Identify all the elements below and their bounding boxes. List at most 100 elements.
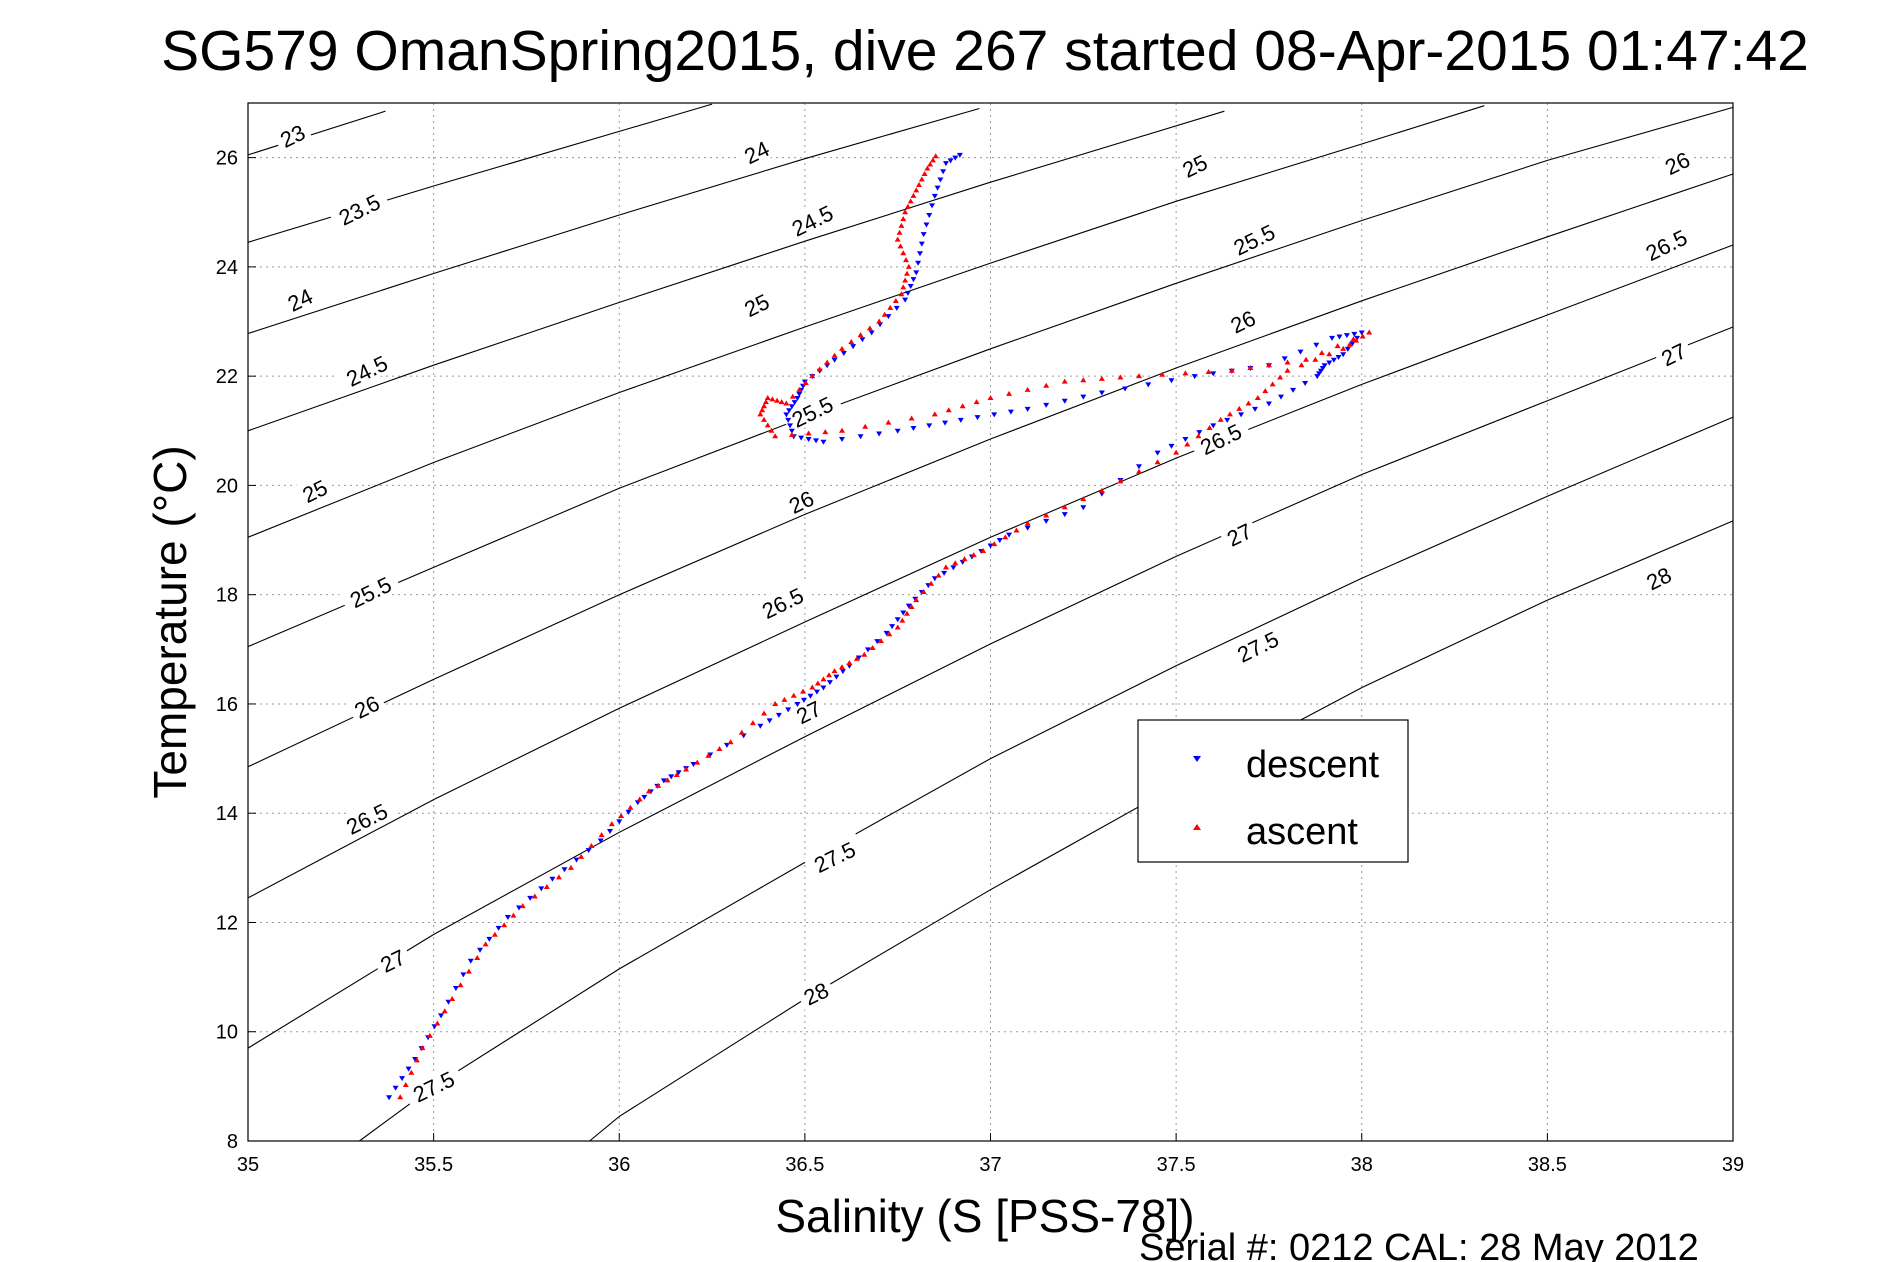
- ascent-point: [1136, 373, 1142, 379]
- ascent-point: [1217, 416, 1224, 422]
- descent-point: [1191, 374, 1198, 380]
- serial-calibration-text: Serial #: 0212 CAL: 28 May 2012: [1139, 1227, 1699, 1262]
- density-contour-23: [247, 110, 386, 156]
- ascent-point: [588, 842, 595, 848]
- descent-point: [974, 415, 981, 421]
- ascent-point: [1002, 534, 1009, 540]
- descent-point: [941, 570, 948, 576]
- descent-point: [606, 828, 613, 834]
- ascent-point: [1098, 487, 1105, 493]
- ascent-point: [1061, 378, 1068, 384]
- descent-point: [616, 819, 623, 825]
- ascent-point: [759, 407, 766, 413]
- ascent-point: [762, 399, 769, 405]
- ascent-point: [866, 325, 873, 331]
- descent-point: [905, 603, 912, 609]
- descent-point: [915, 260, 922, 266]
- descent-point: [996, 538, 1003, 544]
- descent-point: [1321, 363, 1328, 369]
- legend-ascent-marker: [1193, 824, 1201, 830]
- contour-label-bg: [1652, 335, 1694, 372]
- ascent-point: [921, 171, 928, 177]
- descent-point: [923, 222, 930, 228]
- ascent-point: [824, 359, 831, 365]
- contour-label-bg: [1226, 622, 1289, 670]
- descent-point: [859, 337, 866, 343]
- descent-point: [438, 1013, 445, 1019]
- descent-point: [991, 412, 998, 418]
- ascent-point: [900, 284, 907, 290]
- descent-point: [1007, 409, 1014, 415]
- descent-point: [934, 185, 941, 191]
- descent-point: [910, 426, 917, 432]
- ascent-point: [920, 588, 927, 594]
- ascent-point: [908, 603, 915, 609]
- descent-point: [1278, 394, 1285, 400]
- descent-point: [538, 886, 545, 892]
- ascent-point: [913, 597, 920, 603]
- ascent-point: [899, 617, 906, 623]
- legend-box: [1137, 719, 1409, 863]
- ascent-point: [705, 752, 712, 758]
- ascent-point: [987, 395, 994, 401]
- contour-label-bg: [735, 133, 777, 170]
- ascent-point: [764, 395, 771, 401]
- descent-point: [386, 1095, 393, 1101]
- ascent-point: [805, 430, 812, 436]
- y-tick-label: 8: [227, 1131, 238, 1153]
- ascent-point: [846, 659, 853, 665]
- descent-point: [1145, 382, 1152, 388]
- ascent-point: [1080, 496, 1087, 502]
- descent-point: [1335, 355, 1342, 361]
- ascent-point: [1159, 371, 1166, 377]
- contour-label-bg: [1656, 143, 1698, 181]
- descent-point: [874, 639, 881, 645]
- descent-point: [820, 439, 827, 445]
- descent-point: [900, 610, 907, 616]
- descent-point: [1061, 512, 1068, 518]
- ascent-point: [913, 187, 920, 193]
- ascent-point: [510, 912, 517, 918]
- contour-label-bg: [735, 285, 777, 323]
- ascent-point: [902, 209, 909, 215]
- ascent-point: [1236, 405, 1243, 411]
- descent-point: [1122, 386, 1129, 392]
- descent-point: [1098, 390, 1105, 396]
- ascent-point: [973, 399, 980, 405]
- ascent-point: [903, 270, 910, 276]
- ascent-point: [1326, 351, 1333, 357]
- ascent-point: [800, 688, 807, 694]
- descent-point: [864, 647, 871, 653]
- contour-label-bg: [750, 578, 814, 626]
- ascent-point: [1043, 382, 1050, 388]
- density-contour-26-5: [247, 244, 1734, 899]
- ascent-point: [1206, 425, 1213, 431]
- ascent-point: [1098, 375, 1105, 381]
- ascent-point: [796, 386, 803, 392]
- ascent-point: [831, 352, 838, 358]
- descent-point: [957, 417, 964, 423]
- ascent-point: [898, 291, 905, 297]
- ascent-point: [861, 651, 868, 657]
- ascent-point: [885, 419, 892, 425]
- ascent-point: [567, 864, 574, 870]
- ascent-point: [655, 782, 662, 788]
- descent-point: [1043, 518, 1050, 524]
- contour-label-bg: [371, 941, 413, 979]
- ascent-point: [531, 893, 538, 899]
- ascent-point: [857, 332, 864, 338]
- ascent-point: [402, 1082, 409, 1088]
- ascent-point: [1359, 333, 1366, 339]
- ascent-point: [894, 236, 901, 242]
- ascent-point: [716, 746, 723, 752]
- ascent-point: [927, 161, 934, 167]
- descent-point: [452, 986, 459, 992]
- descent-point: [1252, 406, 1259, 412]
- ascent-point: [772, 700, 779, 706]
- contour-label-bg: [780, 482, 822, 520]
- ascent-point: [898, 222, 905, 228]
- ascent-point: [788, 431, 795, 437]
- ascent-point: [1195, 433, 1202, 439]
- ascent-point: [826, 672, 833, 678]
- descent-point: [876, 431, 883, 437]
